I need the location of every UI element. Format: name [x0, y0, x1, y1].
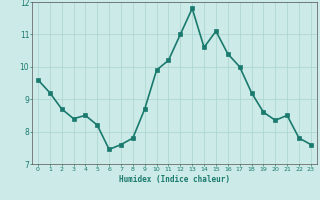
X-axis label: Humidex (Indice chaleur): Humidex (Indice chaleur)	[119, 175, 230, 184]
